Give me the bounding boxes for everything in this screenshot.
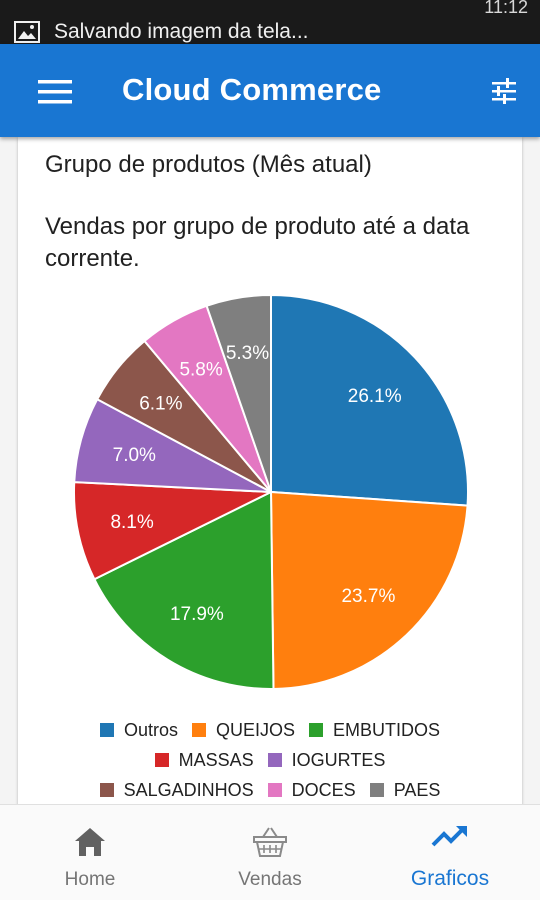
pie-label-doces: 5.8% — [179, 360, 222, 381]
legend-label: IOGURTES — [291, 749, 386, 770]
legend-row: Outros QUEIJOS EMBUTIDOS — [18, 715, 522, 745]
legend-label: SALGADINHOS — [123, 779, 254, 800]
legend-swatch — [99, 783, 114, 797]
app-bar: Cloud Commerce — [0, 44, 540, 137]
sliders-icon[interactable] — [490, 77, 518, 105]
legend-item-doces[interactable]: DOCES — [267, 779, 356, 801]
legend-label: EMBUTIDOS — [333, 719, 441, 740]
notification: Salvando imagem da tela... — [14, 20, 308, 44]
legend-row: MASSAS IOGURTES — [18, 745, 522, 775]
hamburger-menu-icon[interactable] — [38, 80, 72, 104]
chart-legend: Outros QUEIJOS EMBUTIDOS MASSAS IOGURTES SALG… — [18, 715, 522, 804]
trending-up-icon — [431, 823, 469, 854]
legend-item-salgadinhos[interactable]: SALGADINHOS — [99, 779, 254, 801]
status-bar: Salvando imagem da tela... 11:12 — [0, 0, 540, 44]
card-title: Grupo de produtos (Mês atual) — [45, 151, 372, 178]
pie-slice-paes[interactable] — [205, 293, 272, 493]
pie-slice-queijos[interactable] — [269, 490, 469, 690]
legend-item-queijos[interactable]: QUEIJOS — [192, 720, 295, 741]
content-area[interactable]: Grupo de produtos (Mês atual) Vendas por… — [0, 137, 540, 804]
pie-label-paes: 5.3% — [226, 343, 269, 364]
legend-label: QUEIJOS — [216, 719, 296, 740]
home-icon — [73, 825, 107, 864]
legend-item-iogurtes[interactable]: IOGURTES — [267, 749, 386, 771]
legend-item-paes[interactable]: PAES — [369, 779, 441, 801]
app-title: Cloud Commerce — [122, 72, 382, 107]
pie-chart: 26.1% 23.7% 17.9% 8.1% 7.0% 6.1% 5.8%5.3% — [73, 293, 469, 690]
legend-row: SALGADINHOS DOCES PAES — [18, 775, 522, 804]
nav-home-label: Home — [64, 869, 116, 890]
legend-label: PAES — [393, 779, 441, 800]
status-clock: 11:12 — [484, 0, 528, 17]
pie-slice-massas[interactable] — [73, 481, 275, 581]
card-subtitle: Vendas por grupo de produto até a data c… — [45, 213, 470, 272]
pie-label-salgadinhos: 6.1% — [139, 394, 182, 415]
legend-swatch — [192, 723, 206, 737]
pie-label-iogurtes: 7.0% — [113, 445, 156, 466]
legend-label: MASSAS — [178, 749, 254, 770]
image-icon — [14, 21, 40, 43]
pie-slice-outros[interactable] — [270, 293, 469, 507]
legend-swatch — [369, 783, 384, 797]
legend-swatch — [309, 723, 324, 737]
legend-label: DOCES — [291, 779, 356, 800]
legend-item-embutidos[interactable]: EMBUTIDOS — [309, 720, 440, 741]
pie-label-queijos: 23.7% — [341, 586, 395, 607]
pie-label-massas: 8.1% — [110, 512, 153, 533]
basket-icon — [252, 825, 288, 864]
legend-swatch — [267, 753, 282, 767]
bottom-navigation: Home Vendas Graficos — [0, 804, 540, 900]
nav-vendas-label: Vendas — [238, 869, 302, 890]
legend-label: Outros — [123, 719, 178, 740]
nav-graficos-label: Graficos — [410, 867, 490, 890]
nav-vendas[interactable]: Vendas — [180, 805, 360, 901]
pie-slice-embutidos[interactable] — [93, 490, 275, 690]
nav-home[interactable]: Home — [0, 805, 180, 901]
legend-item-outros[interactable]: Outros — [99, 719, 178, 741]
pie-label-embutidos: 17.9% — [170, 604, 224, 625]
legend-item-massas[interactable]: MASSAS — [154, 749, 254, 771]
legend-swatch — [267, 783, 282, 797]
pie-label-outros: 26.1% — [348, 386, 402, 407]
nav-graficos[interactable]: Graficos — [360, 805, 540, 901]
notification-text: Salvando imagem da tela... — [54, 20, 309, 43]
legend-swatch — [99, 723, 114, 737]
legend-swatch — [154, 753, 169, 767]
chart-card: Grupo de produtos (Mês atual) Vendas por… — [18, 137, 522, 804]
